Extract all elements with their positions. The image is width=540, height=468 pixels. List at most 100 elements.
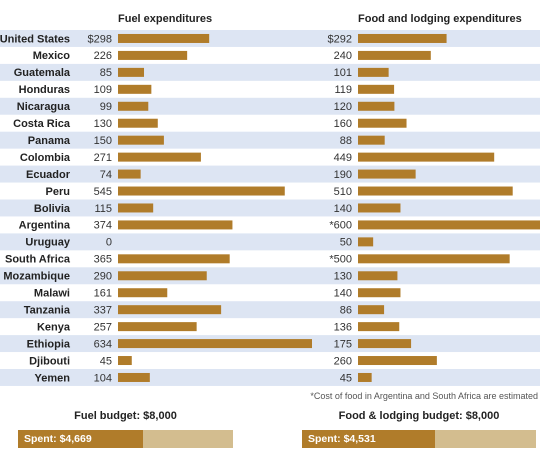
fuel-bar bbox=[118, 169, 141, 179]
food-bar bbox=[358, 220, 540, 230]
fuel-bar bbox=[118, 271, 207, 281]
food-value-label: 136 bbox=[334, 321, 352, 333]
food-bar bbox=[358, 288, 401, 298]
fuel-value-label: $298 bbox=[88, 33, 112, 45]
food-bar bbox=[358, 152, 495, 162]
fuel-value-label: 365 bbox=[94, 254, 112, 266]
fuel-bar bbox=[118, 67, 145, 77]
food-bar bbox=[358, 67, 389, 77]
food-value-label: 160 bbox=[334, 118, 352, 130]
fuel-chart-title: Fuel expenditures bbox=[118, 13, 213, 25]
row-stripe bbox=[0, 165, 540, 183]
fuel-bar bbox=[118, 84, 152, 94]
food-value-label: 45 bbox=[340, 372, 352, 384]
country-label: Guatemala bbox=[14, 67, 71, 79]
country-label: Ethiopia bbox=[27, 338, 71, 350]
country-label: Bolivia bbox=[34, 203, 71, 215]
fuel-value-label: 45 bbox=[100, 355, 112, 367]
country-label: Argentina bbox=[19, 220, 71, 232]
food-bar bbox=[358, 50, 431, 60]
food-value-label: $292 bbox=[328, 33, 352, 45]
food-bar bbox=[358, 237, 374, 247]
food-chart-title: Food and lodging expenditures bbox=[358, 13, 522, 25]
food-bar bbox=[358, 118, 407, 128]
fuel-budget-title: Fuel budget: $8,000 bbox=[74, 410, 177, 422]
fuel-value-label: 74 bbox=[100, 169, 112, 181]
food-budget-spent-label: Spent: $4,531 bbox=[308, 433, 376, 445]
country-label: Nicaragua bbox=[17, 101, 71, 113]
country-label: Ecuador bbox=[26, 169, 71, 181]
food-budget-title: Food & lodging budget: $8,000 bbox=[338, 410, 500, 422]
fuel-value-label: 290 bbox=[94, 271, 112, 283]
fuel-bar bbox=[118, 372, 150, 382]
fuel-value-label: 99 bbox=[100, 101, 112, 113]
food-bar bbox=[358, 339, 412, 349]
fuel-value-label: 257 bbox=[94, 321, 112, 333]
fuel-bar bbox=[118, 118, 158, 128]
fuel-bar bbox=[118, 135, 164, 145]
country-label: Kenya bbox=[37, 321, 71, 333]
row-stripe bbox=[0, 199, 540, 217]
row-stripe bbox=[0, 30, 540, 47]
food-value-label: *500 bbox=[329, 254, 352, 266]
fuel-value-label: 545 bbox=[94, 186, 112, 198]
fuel-value-label: 109 bbox=[94, 84, 112, 96]
food-bar bbox=[358, 305, 385, 315]
food-bar bbox=[358, 169, 416, 179]
food-value-label: 190 bbox=[334, 169, 352, 181]
food-value-label: 101 bbox=[334, 67, 352, 79]
country-label: Mozambique bbox=[3, 271, 70, 283]
fuel-value-label: 226 bbox=[94, 50, 112, 62]
fuel-bar bbox=[118, 186, 285, 196]
food-value-label: 50 bbox=[340, 237, 352, 249]
fuel-bar bbox=[118, 203, 154, 213]
fuel-value-label: 634 bbox=[94, 338, 112, 350]
country-label: South Africa bbox=[5, 254, 71, 266]
fuel-bar bbox=[118, 322, 197, 332]
food-bar bbox=[358, 186, 513, 196]
fuel-value-label: 337 bbox=[94, 304, 112, 316]
country-label: United States bbox=[0, 33, 70, 45]
country-label: Djibouti bbox=[29, 355, 70, 367]
food-value-label: 119 bbox=[334, 84, 352, 96]
country-label: Tanzania bbox=[24, 304, 71, 316]
fuel-value-label: 161 bbox=[94, 288, 112, 300]
fuel-bar bbox=[118, 339, 312, 349]
fuel-value-label: 271 bbox=[94, 152, 112, 164]
food-value-label: 260 bbox=[334, 355, 352, 367]
food-value-label: 130 bbox=[334, 271, 352, 283]
country-label: Costa Rica bbox=[13, 118, 71, 130]
food-bar bbox=[358, 84, 395, 94]
food-value-label: *600 bbox=[329, 220, 352, 232]
fuel-value-label: 150 bbox=[94, 135, 112, 147]
fuel-bar bbox=[118, 101, 149, 111]
food-bar bbox=[358, 322, 400, 332]
country-label: Malawi bbox=[34, 288, 70, 300]
fuel-bar bbox=[118, 305, 222, 315]
fuel-value-label: 115 bbox=[94, 203, 112, 215]
food-value-label: 510 bbox=[334, 186, 352, 198]
country-label: Peru bbox=[46, 186, 70, 198]
row-stripe bbox=[0, 63, 540, 81]
country-label: Colombia bbox=[20, 152, 71, 164]
country-label: Uruguay bbox=[25, 237, 71, 249]
row-stripe bbox=[0, 131, 540, 149]
food-value-label: 120 bbox=[334, 101, 352, 113]
expenditures-chart: United States $298 $292 Mexico 226 240 Guatema… bbox=[0, 30, 540, 386]
food-bar bbox=[358, 372, 372, 382]
fuel-budget-spent-label: Spent: $4,669 bbox=[24, 433, 92, 445]
estimate-footnote: *Cost of food in Argentina and South Afr… bbox=[310, 391, 538, 401]
fuel-value-label: 374 bbox=[94, 220, 112, 232]
food-bar bbox=[358, 203, 401, 213]
food-bar bbox=[358, 271, 398, 281]
country-label: Yemen bbox=[35, 372, 71, 384]
food-value-label: 240 bbox=[334, 50, 352, 62]
row-stripe bbox=[0, 301, 540, 319]
fuel-bar bbox=[118, 356, 132, 366]
food-bar bbox=[358, 33, 447, 43]
fuel-value-label: 0 bbox=[106, 237, 112, 249]
fuel-bar bbox=[118, 33, 210, 43]
food-value-label: 140 bbox=[334, 288, 352, 300]
food-bar bbox=[358, 254, 510, 264]
row-stripe bbox=[0, 369, 540, 386]
